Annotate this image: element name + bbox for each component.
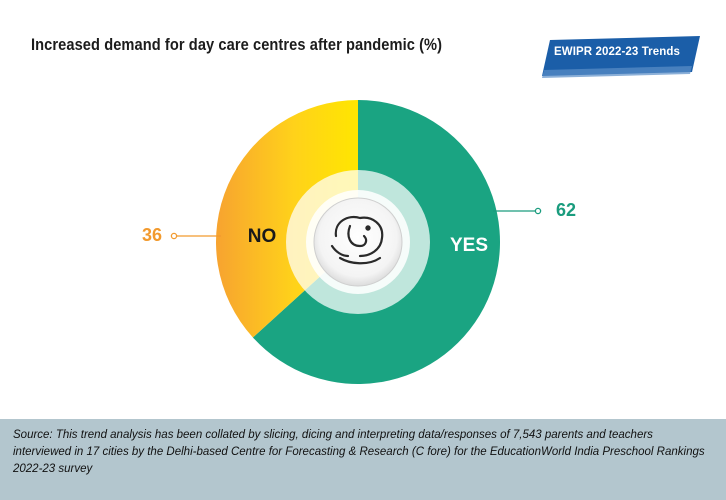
- slice-label-yes: YES: [450, 235, 488, 256]
- value-label-yes: 62: [556, 200, 576, 220]
- value-label-no: 36: [142, 225, 162, 245]
- pie-slice-no: [215, 99, 358, 338]
- badge-label: EWIPR 2022-23 Trends: [554, 46, 680, 58]
- donut-chart: YES NO 62 36: [142, 99, 576, 384]
- chart-title: Increased demand for day care centres af…: [31, 35, 443, 54]
- leader-line-no-dot: [170, 232, 178, 240]
- badge-shape: [542, 36, 700, 78]
- source-footer: Source: This trend analysis has been col…: [0, 419, 726, 500]
- source-text: Source: This trend analysis has been col…: [13, 429, 705, 475]
- leader-line-yes-dot: [534, 207, 542, 215]
- center-hub: [313, 197, 403, 287]
- trends-badge: EWIPR 2022-23 Trends: [542, 36, 702, 78]
- elephant-logo-icon: [330, 215, 384, 265]
- slice-label-no: NO: [248, 226, 277, 247]
